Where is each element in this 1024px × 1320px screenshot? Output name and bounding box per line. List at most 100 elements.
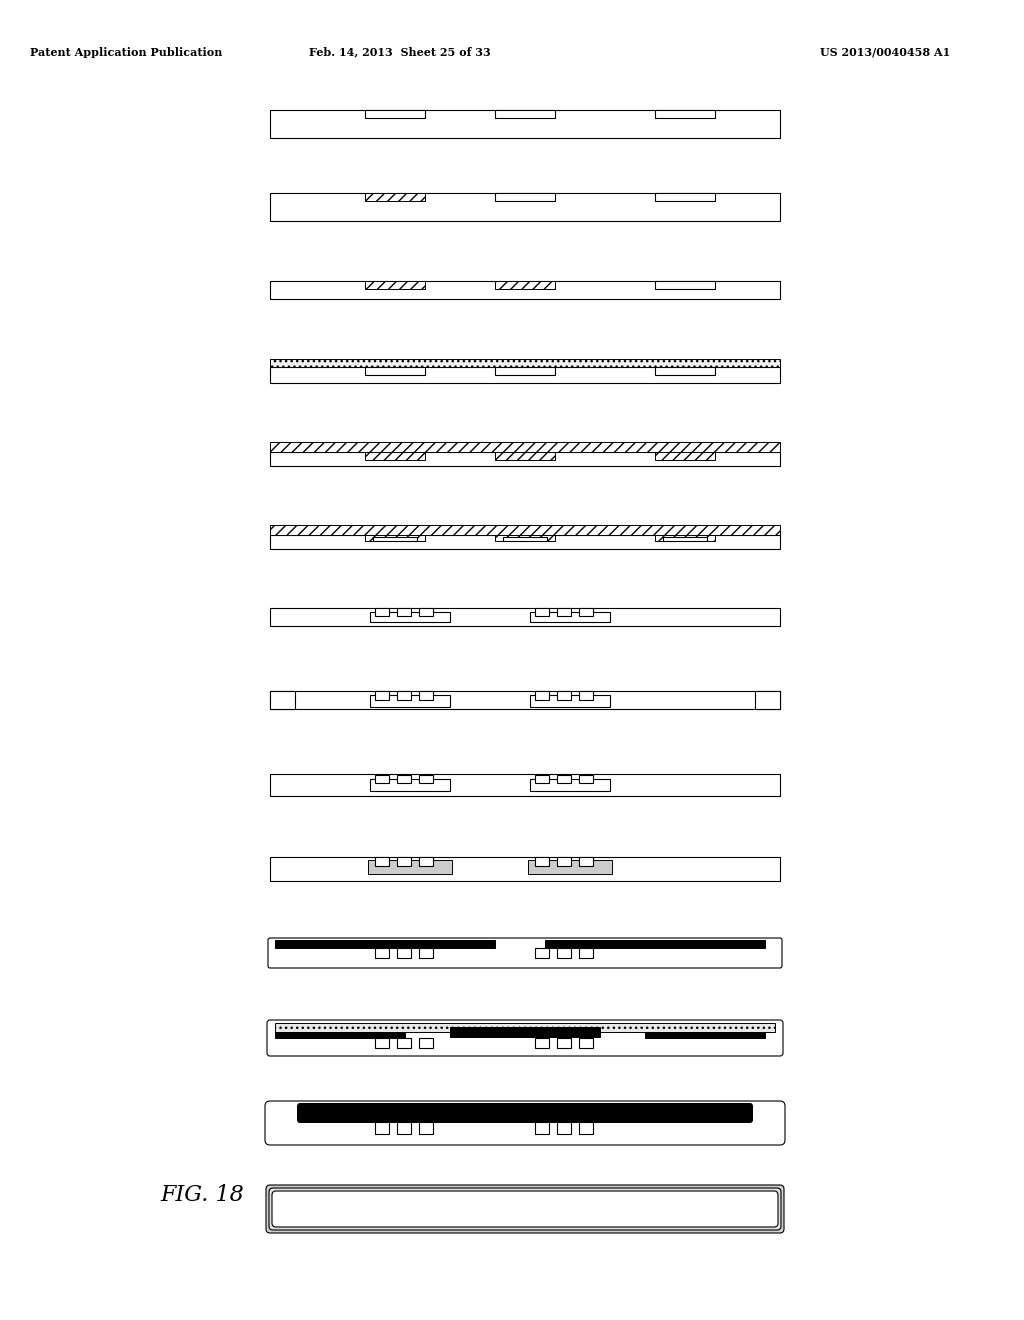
Bar xyxy=(375,1038,389,1048)
Bar xyxy=(270,609,780,626)
Bar xyxy=(557,609,571,616)
Bar xyxy=(557,1122,571,1134)
Bar xyxy=(419,1204,433,1218)
Bar xyxy=(755,690,780,709)
Bar xyxy=(270,367,780,383)
Bar xyxy=(528,861,612,874)
Bar xyxy=(370,612,450,622)
Bar xyxy=(270,193,780,220)
Bar xyxy=(495,281,555,289)
Bar xyxy=(495,367,555,375)
Bar xyxy=(655,451,715,459)
Bar xyxy=(375,775,389,783)
Bar xyxy=(270,525,780,535)
Bar xyxy=(375,857,389,866)
Bar xyxy=(655,281,715,289)
Bar xyxy=(368,861,452,874)
Bar xyxy=(419,948,433,958)
Text: FIG. 18: FIG. 18 xyxy=(160,1184,244,1206)
Bar xyxy=(275,940,495,948)
Bar xyxy=(285,1191,765,1199)
Bar xyxy=(365,110,425,117)
Bar xyxy=(535,690,549,700)
Bar xyxy=(557,1204,571,1218)
Bar xyxy=(557,690,571,700)
Bar xyxy=(275,1032,406,1038)
FancyBboxPatch shape xyxy=(265,1101,785,1144)
Bar xyxy=(535,1204,549,1218)
Bar xyxy=(375,1122,389,1134)
Bar xyxy=(397,690,411,700)
Bar xyxy=(365,281,425,289)
Bar xyxy=(645,1032,765,1038)
Bar xyxy=(655,367,715,375)
Bar xyxy=(535,948,549,958)
Bar xyxy=(370,779,450,791)
Bar xyxy=(397,1204,411,1218)
Bar xyxy=(270,774,780,796)
Bar xyxy=(655,535,715,541)
Bar xyxy=(535,1038,549,1048)
Bar xyxy=(557,857,571,866)
Bar xyxy=(495,451,555,459)
Bar xyxy=(579,1038,593,1048)
FancyBboxPatch shape xyxy=(272,1191,778,1228)
Bar xyxy=(270,281,780,300)
Bar xyxy=(419,609,433,616)
Bar xyxy=(365,535,425,541)
FancyBboxPatch shape xyxy=(269,1188,781,1230)
Bar xyxy=(397,1038,411,1048)
Bar xyxy=(270,535,780,549)
Bar xyxy=(373,537,417,541)
Bar xyxy=(397,609,411,616)
Bar xyxy=(579,690,593,700)
Bar xyxy=(365,367,425,375)
Bar xyxy=(663,537,707,541)
Bar xyxy=(375,690,389,700)
Bar xyxy=(557,948,571,958)
Bar xyxy=(270,690,780,709)
Bar xyxy=(579,775,593,783)
Bar xyxy=(419,690,433,700)
FancyBboxPatch shape xyxy=(297,1104,753,1123)
Bar xyxy=(375,1204,389,1218)
Bar xyxy=(545,940,765,948)
Bar xyxy=(530,696,610,708)
Bar xyxy=(655,110,715,117)
FancyBboxPatch shape xyxy=(266,1185,784,1233)
Bar xyxy=(557,1038,571,1048)
Bar xyxy=(419,1122,433,1134)
Bar xyxy=(579,857,593,866)
Text: US 2013/0040458 A1: US 2013/0040458 A1 xyxy=(820,46,950,58)
Bar xyxy=(270,442,780,451)
Bar xyxy=(375,609,389,616)
Bar xyxy=(579,1204,593,1218)
Bar xyxy=(495,535,555,541)
Bar xyxy=(270,359,780,367)
Bar xyxy=(397,948,411,958)
Bar xyxy=(535,1122,549,1134)
Bar xyxy=(579,1122,593,1134)
Bar xyxy=(530,612,610,622)
Bar xyxy=(419,775,433,783)
Bar xyxy=(270,857,780,880)
Bar xyxy=(270,451,780,466)
Bar xyxy=(397,857,411,866)
Bar xyxy=(495,110,555,117)
Bar xyxy=(450,1027,600,1038)
Bar xyxy=(419,1038,433,1048)
Bar xyxy=(495,193,555,201)
Bar xyxy=(270,110,780,139)
Bar xyxy=(655,193,715,201)
Bar xyxy=(397,1122,411,1134)
Bar xyxy=(365,451,425,459)
Bar xyxy=(375,948,389,958)
Bar xyxy=(535,857,549,866)
FancyBboxPatch shape xyxy=(268,939,782,968)
Text: Feb. 14, 2013  Sheet 25 of 33: Feb. 14, 2013 Sheet 25 of 33 xyxy=(309,46,490,58)
Bar xyxy=(530,779,610,791)
Bar xyxy=(397,775,411,783)
Bar xyxy=(503,537,547,541)
Bar xyxy=(579,948,593,958)
Bar xyxy=(370,696,450,708)
